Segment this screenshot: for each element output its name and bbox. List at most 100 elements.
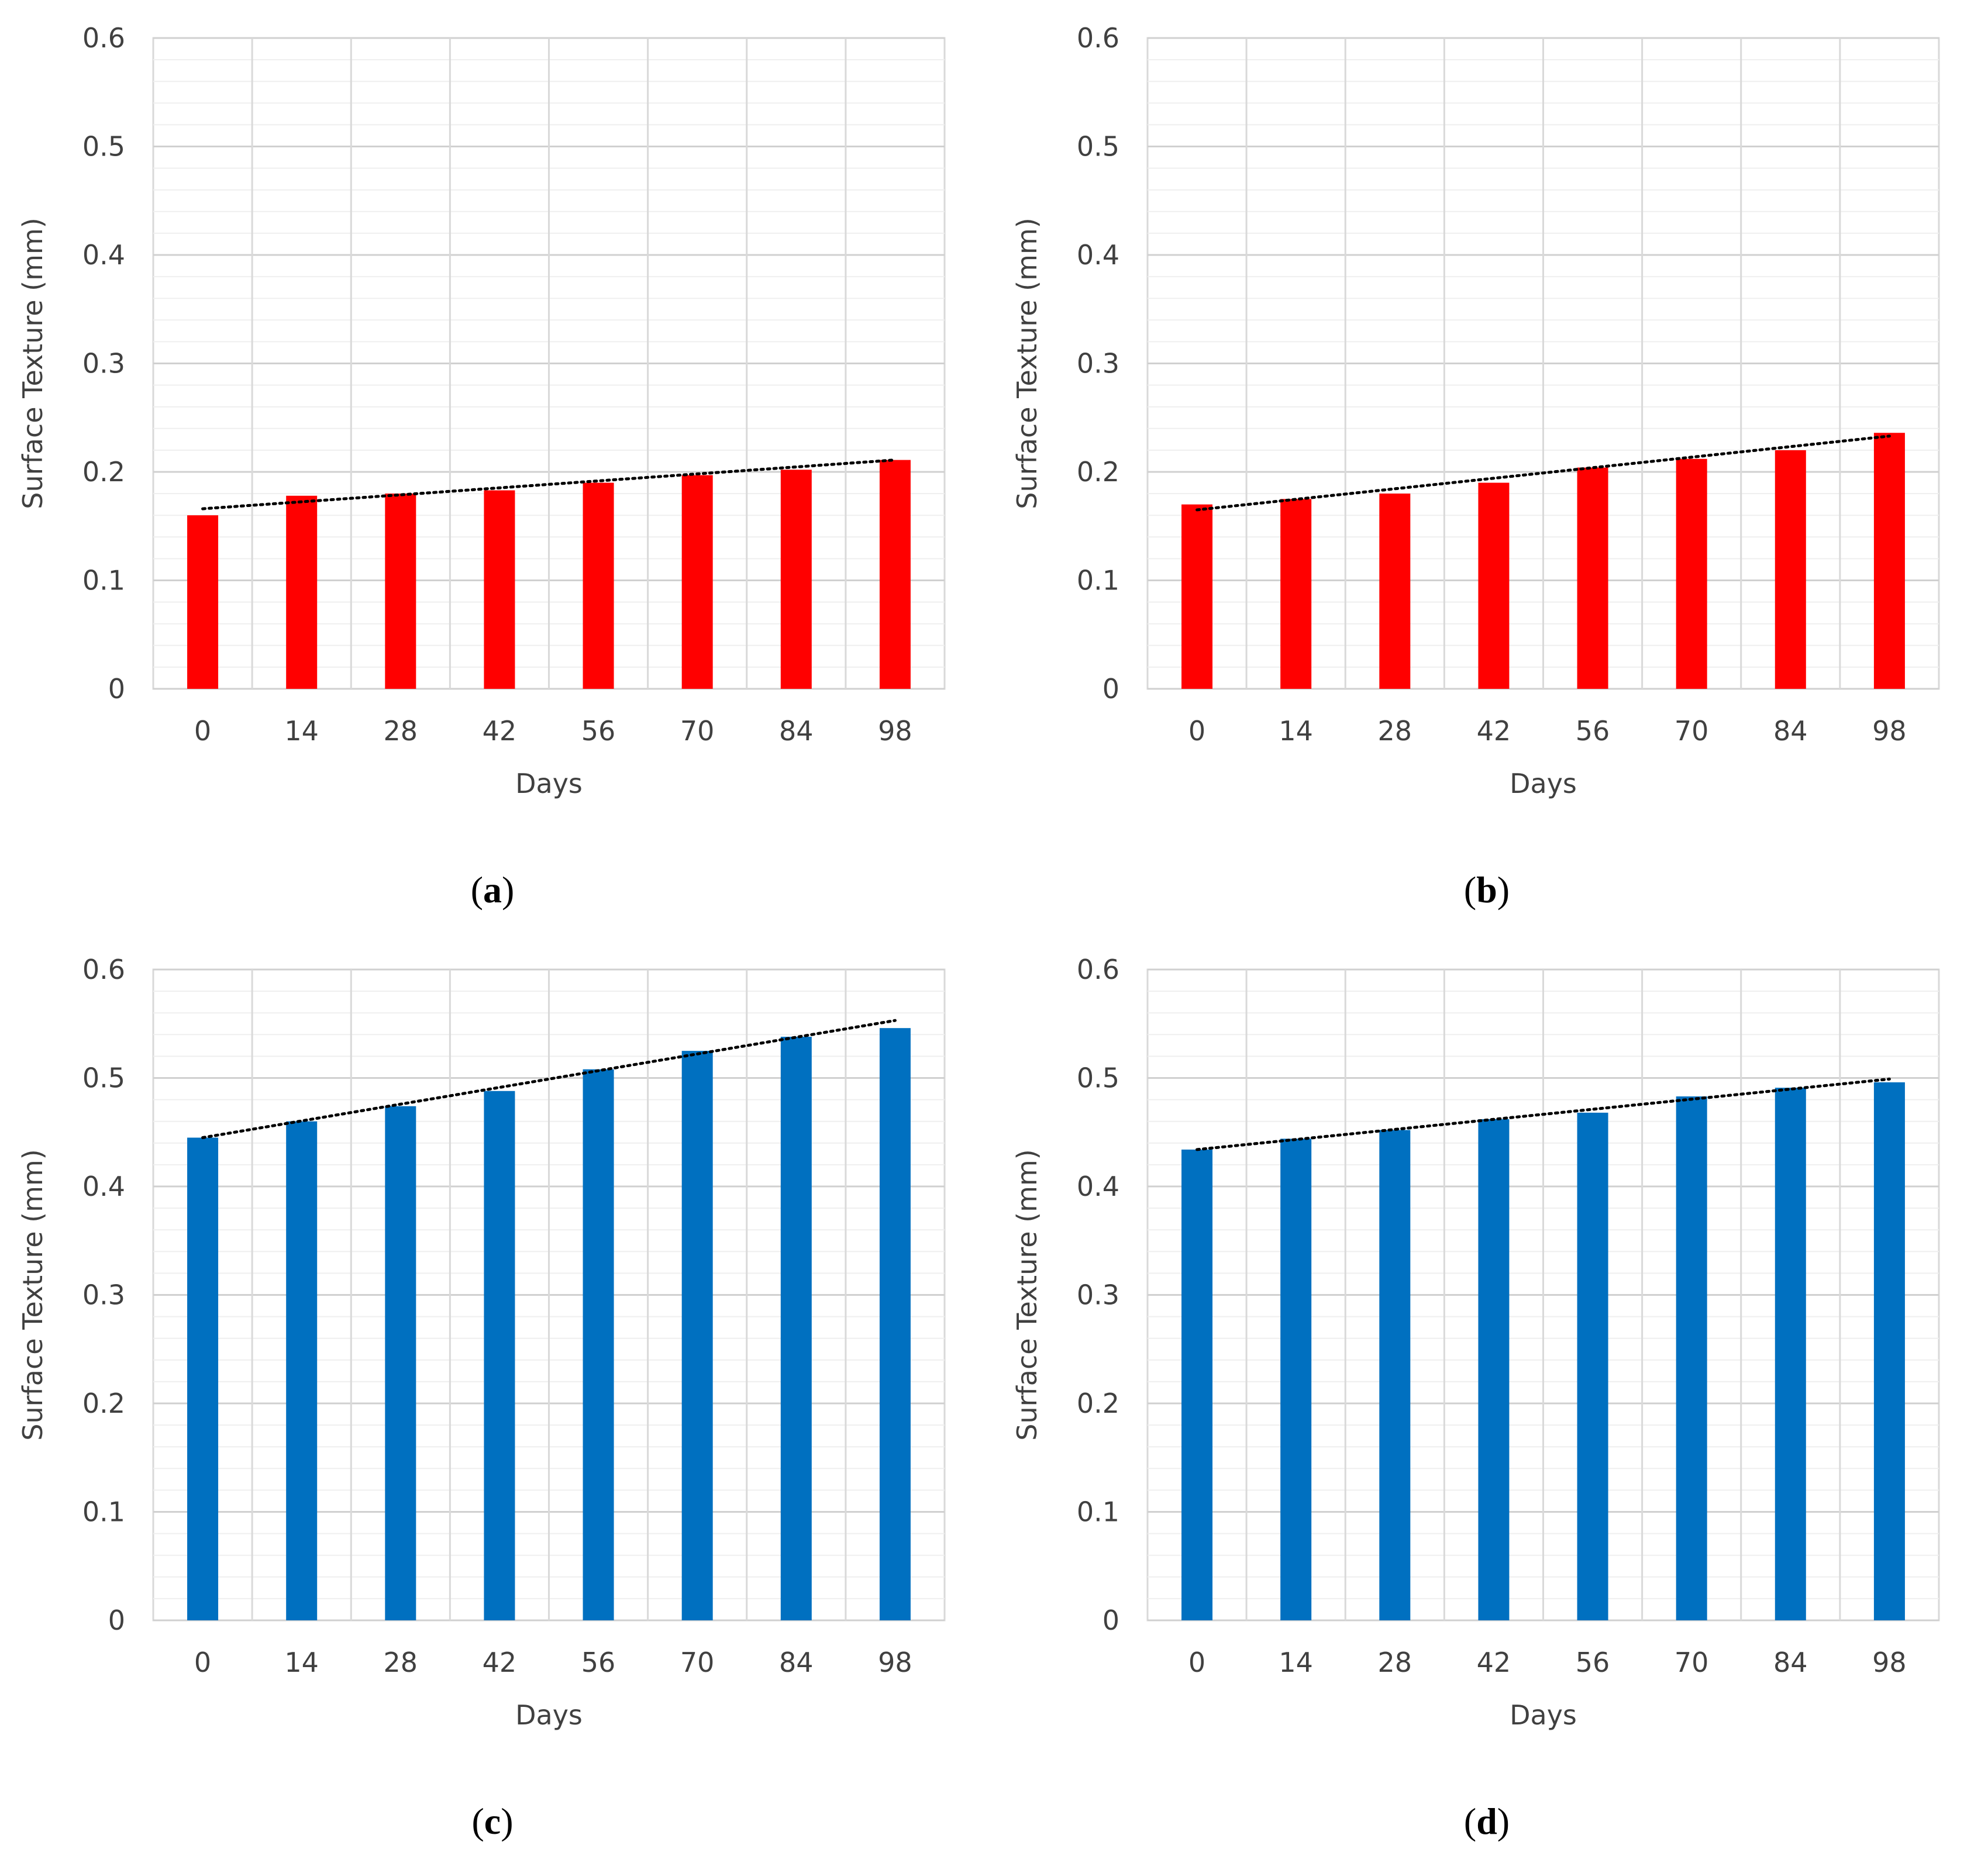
x-tick-label: 56 [581, 1647, 616, 1678]
x-tick-label: 0 [194, 715, 211, 747]
y-axis-title: Surface Texture (mm) [17, 218, 49, 509]
y-tick-label: 0.5 [82, 1062, 125, 1094]
bar-14 [1280, 499, 1312, 689]
chart-panel-b: 0 0.1 0.2 0.3 0.4 0.5 0.6 0 14 28 42 56 70 84 98 Days Su… [994, 0, 1988, 932]
y-tick-label: 0 [1102, 1605, 1119, 1636]
x-tick-label: 70 [680, 1647, 715, 1678]
x-tick-label: 98 [1872, 715, 1907, 747]
chart-panel-c: 0 0.1 0.2 0.3 0.4 0.5 0.6 0 14 28 42 56 70 84 98 Days Su… [0, 932, 994, 1863]
x-tick-label: 0 [194, 1647, 211, 1678]
y-tick-label: 0.6 [82, 954, 125, 985]
y-tick-label: 0.1 [1077, 565, 1119, 596]
x-axis-title: Days [515, 1699, 583, 1731]
y-tick-label: 0.3 [1077, 348, 1119, 380]
bar-42 [484, 1091, 515, 1620]
x-tick-label: 98 [1872, 1647, 1907, 1678]
bar-84 [1775, 450, 1806, 689]
y-tick-label: 0.2 [82, 1388, 125, 1419]
bar-84 [1775, 1088, 1806, 1620]
x-tick-label: 14 [284, 1647, 319, 1678]
trendline [201, 458, 897, 510]
y-tick-label: 0.3 [82, 1279, 125, 1311]
x-tick-label: 70 [1675, 715, 1709, 747]
bar-84 [780, 1037, 812, 1620]
y-tick-label: 0.2 [1077, 1388, 1119, 1419]
y-tick-label: 0.6 [82, 22, 125, 54]
bar-98 [879, 1028, 911, 1620]
y-axis-title: Surface Texture (mm) [1011, 1149, 1043, 1440]
caption-c: (c) [471, 1800, 514, 1842]
y-tick-label: 0.6 [1077, 22, 1119, 54]
y-tick-label: 0.1 [82, 565, 125, 596]
chart-d: 0 0.1 0.2 0.3 0.4 0.5 0.6 0 14 28 42 56 70 84 98 Days Su… [1011, 954, 1940, 1731]
y-tick-label: 0.4 [1077, 239, 1119, 271]
trendline [1195, 434, 1891, 512]
y-tick-label: 0.3 [82, 348, 125, 380]
x-axis-title: Days [1510, 768, 1577, 799]
y-tick-label: 0.4 [82, 239, 125, 271]
chart-c: 0 0.1 0.2 0.3 0.4 0.5 0.6 0 14 28 42 56 70 84 98 Days Su… [17, 954, 946, 1731]
x-tick-label: 84 [1773, 715, 1808, 747]
caption-c-label: c [484, 1800, 501, 1842]
bar-0 [1181, 504, 1213, 689]
bar-42 [484, 490, 515, 689]
x-tick-label: 56 [581, 715, 616, 747]
y-tick-label: 0.1 [82, 1496, 125, 1528]
x-tick-label: 28 [1378, 715, 1412, 747]
bar-14 [286, 495, 318, 689]
bar-28 [385, 1106, 416, 1620]
x-tick-label: 14 [1279, 715, 1313, 747]
bar-70 [1676, 458, 1707, 689]
x-tick-label: 70 [680, 715, 715, 747]
trendline [1195, 1077, 1891, 1151]
caption-a-label: a [483, 869, 502, 910]
bar-42 [1478, 1119, 1510, 1620]
chart-panel-a: 0 0.1 0.2 0.3 0.4 0.5 0.6 0 14 28 42 56 70 84 98 Days Su… [0, 0, 994, 932]
y-tick-label: 0 [108, 673, 125, 705]
bar-14 [1280, 1138, 1312, 1620]
x-tick-label: 84 [779, 1647, 814, 1678]
x-tick-label: 56 [1576, 715, 1610, 747]
y-tick-label: 0.3 [1077, 1279, 1119, 1311]
x-axis-title: Days [515, 768, 583, 799]
x-tick-label: 0 [1188, 1647, 1205, 1678]
y-tick-label: 0.5 [1077, 1062, 1119, 1094]
caption-b-label: b [1476, 869, 1497, 910]
bar-70 [681, 475, 713, 689]
y-tick-label: 0.2 [82, 456, 125, 488]
x-tick-label: 42 [483, 1647, 517, 1678]
y-tick-label: 0.2 [1077, 456, 1119, 488]
bar-56 [1577, 467, 1608, 689]
y-tick-label: 0 [108, 1605, 125, 1636]
y-tick-label: 0.4 [1077, 1171, 1119, 1202]
x-tick-label: 0 [1188, 715, 1205, 747]
bar-0 [187, 1137, 219, 1620]
y-axis-title: Surface Texture (mm) [1011, 218, 1043, 509]
bar-98 [1873, 1082, 1905, 1620]
x-tick-label: 98 [878, 715, 912, 747]
x-tick-label: 42 [483, 715, 517, 747]
chart-panel-d: 0 0.1 0.2 0.3 0.4 0.5 0.6 0 14 28 42 56 70 84 98 Days Su… [994, 932, 1988, 1863]
chart-a: 0 0.1 0.2 0.3 0.4 0.5 0.6 0 14 28 42 56 70 84 98 Days Su… [17, 22, 946, 799]
bar-70 [681, 1051, 713, 1620]
y-axis-title: Surface Texture (mm) [17, 1149, 49, 1440]
x-tick-label: 98 [878, 1647, 912, 1678]
x-tick-label: 28 [384, 715, 418, 747]
x-tick-label: 42 [1477, 1647, 1511, 1678]
bar-28 [1379, 494, 1411, 689]
x-tick-label: 84 [779, 715, 814, 747]
y-tick-label: 0 [1102, 673, 1119, 705]
caption-d-label: d [1476, 1800, 1497, 1842]
x-tick-label: 28 [1378, 1647, 1412, 1678]
bar-14 [286, 1121, 318, 1620]
y-tick-label: 0.5 [82, 131, 125, 163]
caption-d: (d) [1463, 1800, 1510, 1842]
bar-0 [1181, 1149, 1213, 1620]
bar-0 [187, 515, 219, 689]
x-tick-label: 56 [1576, 1647, 1610, 1678]
y-tick-label: 0.5 [1077, 131, 1119, 163]
y-tick-label: 0.6 [1077, 954, 1119, 985]
x-tick-label: 14 [284, 715, 319, 747]
bar-70 [1676, 1096, 1707, 1620]
bar-56 [1577, 1112, 1608, 1620]
